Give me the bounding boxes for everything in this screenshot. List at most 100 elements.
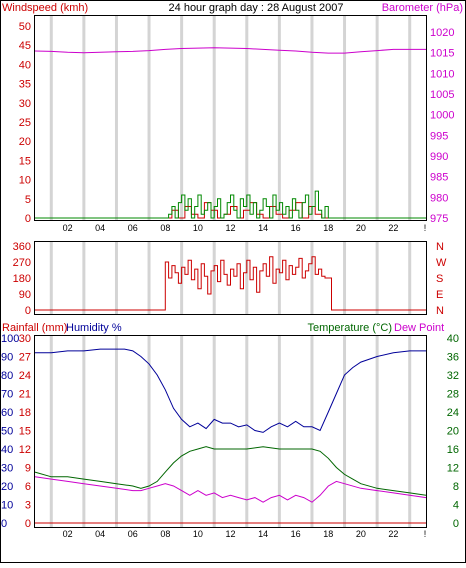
y-tick-label-temperature: 32: [447, 370, 459, 382]
x-tick-label: 22: [388, 529, 398, 539]
dewpoint-axis-label: Dew Point: [394, 322, 444, 334]
x-tick-label: 12: [225, 223, 235, 233]
y-tick-label-direction: 360: [13, 241, 31, 253]
y-tick-label-humidity: 10: [1, 500, 13, 512]
y-tick-label-windspeed: 0: [25, 213, 31, 225]
y-tick-label-temperature: 28: [447, 389, 459, 401]
y-tick-label-humidity: 40: [1, 444, 13, 456]
y-tick-label-windspeed: 15: [19, 155, 31, 167]
humidity-axis-label: Humidity %: [66, 322, 122, 334]
y-tick-label-humidity: 20: [1, 481, 13, 493]
x-tick-label: 20: [356, 223, 366, 233]
y-tick-label-compass: N: [436, 305, 444, 317]
y-tick-label-humidity: 80: [1, 370, 13, 382]
y-tick-label-compass: S: [436, 273, 443, 285]
x-tick-label: 14: [258, 223, 268, 233]
climate-panel-frame: [34, 335, 427, 528]
x-tick-label: 18: [323, 529, 333, 539]
y-tick-label-rainfall: 15: [19, 426, 31, 438]
y-tick-label-humidity: 30: [1, 463, 13, 475]
x-tick-label: 04: [95, 529, 105, 539]
y-tick-label-compass: W: [436, 257, 447, 269]
y-tick-label-temperature: 24: [447, 407, 459, 419]
y-tick-label-compass: N: [436, 241, 444, 253]
y-tick-label-humidity: 50: [1, 426, 13, 438]
y-tick-label-humidity: 100: [1, 333, 19, 345]
y-tick-label-temperature: 4: [453, 500, 459, 512]
temperature-axis-label: Temperature (°C): [308, 322, 392, 334]
y-tick-label-humidity: 0: [1, 518, 7, 530]
y-tick-label-rainfall: 18: [19, 407, 31, 419]
y-tick-label-direction: 270: [13, 257, 31, 269]
y-tick-label-windspeed: 40: [19, 59, 31, 71]
x-tick-label: 02: [63, 223, 73, 233]
y-tick-label-temperature: 16: [447, 444, 459, 456]
x-tick-label: 02: [63, 529, 73, 539]
x-tick-label: 08: [160, 529, 170, 539]
x-tick-label: 10: [193, 529, 203, 539]
y-tick-label-rainfall: 6: [25, 481, 31, 493]
y-tick-label-rainfall: 27: [19, 352, 31, 364]
y-tick-label-barometer: 1010: [430, 68, 454, 80]
y-tick-label-rainfall: 21: [19, 389, 31, 401]
x-tick-label: 04: [95, 223, 105, 233]
y-tick-label-temperature: 20: [447, 426, 459, 438]
barometer-axis-label: Barometer (hPa): [382, 2, 463, 14]
y-tick-label-temperature: 8: [453, 481, 459, 493]
temperature-line: [34, 446, 427, 496]
rainfall-axis-label: Rainfall (mm): [2, 322, 67, 334]
data-lines: [34, 47, 427, 524]
y-tick-label-rainfall: 24: [19, 370, 31, 382]
tick-labels: 02 04 06 08 10 12 14 16 18 20 22 !02 04 06 08 10 12 14 16 1…: [1, 21, 459, 539]
y-tick-label-barometer: 1005: [430, 89, 454, 101]
y-tick-label-rainfall: 9: [25, 463, 31, 475]
barometer-line: [34, 47, 426, 54]
y-tick-label-windspeed: 10: [19, 175, 31, 187]
x-tick-label: 22: [388, 223, 398, 233]
y-tick-label-windspeed: 45: [19, 40, 31, 52]
y-tick-label-windspeed: 25: [19, 117, 31, 129]
y-tick-label-windspeed: 5: [25, 194, 31, 206]
dewpoint-line: [34, 476, 427, 503]
x-tick-label: 10: [193, 223, 203, 233]
x-tick-label: !: [424, 529, 427, 539]
x-tick-label: 16: [291, 529, 301, 539]
y-tick-label-barometer: 975: [430, 213, 448, 225]
y-tick-label-barometer: 1015: [430, 48, 454, 60]
y-tick-label-barometer: 980: [430, 192, 448, 204]
x-tick-label: 06: [128, 529, 138, 539]
y-tick-label-direction: 0: [25, 305, 31, 317]
wind-direction-line: [35, 256, 426, 311]
y-tick-label-barometer: 995: [430, 130, 448, 142]
y-tick-label-temperature: 12: [447, 463, 459, 475]
y-tick-label-barometer: 1020: [430, 27, 454, 39]
wind-panel-frame: [34, 15, 427, 221]
y-tick-label-windspeed: 35: [19, 79, 31, 91]
y-tick-label-temperature: 0: [453, 518, 459, 530]
x-tick-label: 16: [291, 223, 301, 233]
y-tick-label-humidity: 90: [1, 352, 13, 364]
y-tick-label-windspeed: 20: [19, 136, 31, 148]
windspeed-axis-label: Windspeed (kmh): [2, 2, 88, 14]
y-tick-label-rainfall: 12: [19, 444, 31, 456]
humidity-line: [35, 348, 426, 433]
x-tick-label: 18: [323, 223, 333, 233]
y-tick-label-temperature: 40: [447, 333, 459, 345]
y-tick-label-direction: 180: [13, 273, 31, 285]
y-tick-label-barometer: 990: [430, 151, 448, 163]
y-tick-label-barometer: 1000: [430, 110, 454, 122]
x-tick-label: 06: [128, 223, 138, 233]
x-tick-label: 14: [258, 529, 268, 539]
y-tick-label-direction: 90: [19, 289, 31, 301]
y-tick-label-temperature: 36: [447, 352, 459, 364]
y-tick-label-windspeed: 50: [19, 21, 31, 33]
y-tick-label-windspeed: 30: [19, 98, 31, 110]
chart-title: 24 hour graph day : 28 August 2007: [169, 2, 344, 14]
y-tick-label-humidity: 70: [1, 389, 13, 401]
windspeed-line: [35, 190, 426, 219]
y-tick-label-rainfall: 3: [25, 500, 31, 512]
y-tick-label-barometer: 985: [430, 172, 448, 184]
y-tick-label-rainfall: 0: [25, 518, 31, 530]
